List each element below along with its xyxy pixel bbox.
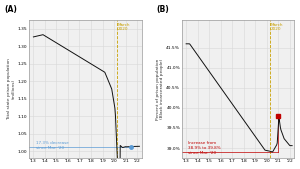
Text: (A): (A) <box>4 5 17 14</box>
Text: March
2020: March 2020 <box>271 22 283 31</box>
Text: March
2020: March 2020 <box>118 22 130 31</box>
Text: 17.3% decrease
since Mar. '20: 17.3% decrease since Mar. '20 <box>36 141 68 150</box>
Y-axis label: Total state prison population
(millions): Total state prison population (millions) <box>7 58 16 120</box>
Text: Increase from
38.9% to 39.8%
since Mar. '20: Increase from 38.9% to 39.8% since Mar. … <box>188 141 221 155</box>
Y-axis label: Percent of prison population
(Black incarcerated people): Percent of prison population (Black inca… <box>156 58 164 120</box>
Text: (B): (B) <box>157 5 169 14</box>
